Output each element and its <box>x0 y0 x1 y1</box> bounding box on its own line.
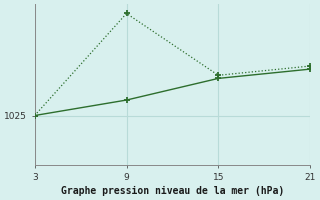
X-axis label: Graphe pression niveau de la mer (hPa): Graphe pression niveau de la mer (hPa) <box>61 186 284 196</box>
